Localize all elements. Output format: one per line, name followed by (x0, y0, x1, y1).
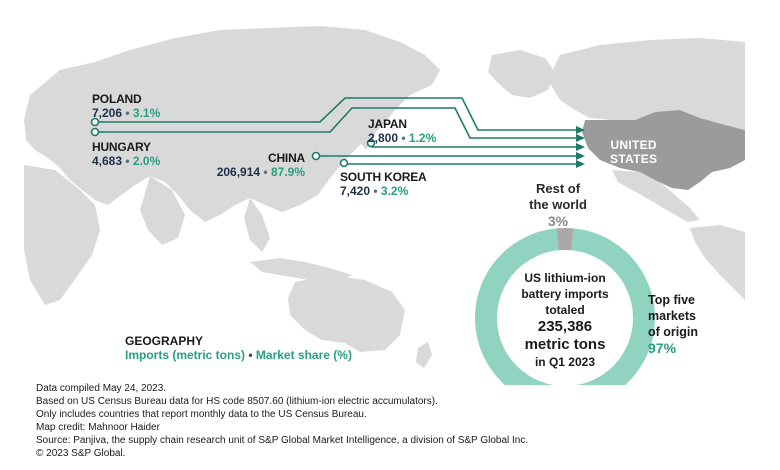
footnote-line: Map credit: Mahnoor Haider (36, 422, 160, 433)
donut-center-text: US lithium-ion battery imports totaled 2… (490, 270, 640, 370)
country-name-south-korea: SOUTH KOREA (340, 170, 427, 184)
imports-hungary: 4,683 (92, 154, 123, 168)
arrow-head-poland (576, 126, 585, 134)
top5-share-value: 97% (648, 340, 677, 356)
footnote-line: Source: Panjiva, the supply chain resear… (36, 435, 529, 446)
separator-hungary: • (125, 154, 130, 168)
flow-line-poland (95, 97, 582, 131)
arrow-head-china (576, 152, 585, 160)
legend: GEOGRAPHY Imports (metric tons) • Market… (125, 334, 352, 362)
imports-poland: 7,206 (92, 106, 123, 120)
footnotes: Data compiled May 24, 2023. Based on US … (36, 382, 736, 460)
top-five-label: Top five markets of origin 97% (648, 292, 728, 356)
center-total-value: 235,386 (537, 318, 593, 335)
flow-line-south-korea (343, 163, 582, 165)
legend-share-label: Market share (%) (255, 348, 352, 362)
center-line3: totaled (545, 303, 585, 317)
world-map: POLAND 7,206 • 3.1% HUNGARY 4,683 • 2.0%… (24, 26, 745, 385)
country-name-hungary: HUNGARY (92, 140, 151, 154)
import-share-donut (475, 228, 655, 385)
south-asia-landmass (140, 176, 185, 245)
arrow-head-hungary (576, 134, 585, 142)
rest-label-line1: Rest of (535, 181, 581, 196)
donut-ring-background (486, 239, 644, 385)
canada-landmass (548, 38, 745, 130)
rest-label-line2: the world (529, 197, 587, 212)
share-south-korea: 3.2% (380, 184, 409, 198)
map-canvas (24, 26, 745, 385)
center-period: in Q1 2023 (534, 355, 596, 369)
separator-japan: • (401, 131, 406, 145)
label-japan: JAPAN 2,800 • 1.2% (368, 117, 436, 145)
share-china: 87.9% (270, 165, 305, 179)
origin-marker-japan (366, 138, 376, 148)
country-name-japan: JAPAN (368, 117, 407, 131)
united-states-label-line2: STATES (610, 152, 658, 166)
eurasia-landmass (24, 26, 440, 222)
origin-marker-hungary (90, 127, 100, 137)
separator-china: • (263, 165, 268, 179)
africa-landmass (24, 165, 100, 305)
land-masses (24, 26, 745, 368)
top5-line1: Top five (648, 293, 695, 307)
rest-share-value: 3% (547, 213, 569, 229)
legend-separator: • (248, 348, 253, 362)
origin-marker-poland (90, 117, 100, 127)
arrow-head-south-korea (576, 160, 585, 168)
label-hungary: HUNGARY 4,683 • 2.0% (92, 140, 160, 168)
central-america-landmass (612, 170, 700, 222)
separator-poland: • (125, 106, 130, 120)
origin-markers (90, 117, 376, 168)
southeast-asia-landmass (244, 198, 270, 252)
share-japan: 1.2% (408, 131, 437, 145)
origin-marker-china (311, 151, 321, 161)
origin-marker-south-korea (339, 158, 349, 168)
arrow-heads (576, 126, 585, 168)
imports-japan: 2,800 (368, 131, 399, 145)
arrow-head-japan (576, 143, 585, 151)
label-china: CHINA 206,914 • 87.9% (214, 151, 306, 179)
rest-of-world-label: Rest of the world 3% (518, 181, 598, 230)
footnote-line: Data compiled May 24, 2023. (36, 383, 167, 394)
legend-title: GEOGRAPHY (125, 334, 204, 348)
footnote-line: Based on US Census Bureau data for HS co… (36, 396, 438, 407)
top5-line2: markets (648, 309, 696, 323)
flow-line-hungary (95, 107, 582, 139)
australia-landmass (288, 275, 405, 352)
donut-slice-top-five (475, 228, 655, 385)
japan-landmass (360, 112, 378, 150)
center-unit: metric tons (524, 336, 606, 353)
footnote-line: © 2023 S&P Global. (36, 448, 126, 459)
footnote-line: Only includes countries that report mont… (36, 409, 367, 420)
country-name-poland: POLAND (92, 92, 142, 106)
united-states-landmass (582, 110, 745, 190)
center-line2: battery imports (521, 287, 609, 301)
label-south-korea: SOUTH KOREA 7,420 • 3.2% (340, 170, 427, 198)
share-poland: 3.1% (132, 106, 161, 120)
south-america-landmass (690, 225, 745, 300)
imports-china: 206,914 (216, 165, 261, 179)
new-zealand-landmass (416, 342, 432, 368)
label-poland: POLAND 7,206 • 3.1% (92, 92, 160, 120)
united-states-label-line1: UNITED (610, 138, 657, 152)
separator-south-korea: • (373, 184, 378, 198)
alaska-landmass (488, 50, 555, 98)
share-hungary: 2.0% (132, 154, 161, 168)
imports-south-korea: 7,420 (340, 184, 371, 198)
top5-line3: of origin (648, 325, 698, 339)
country-name-china: CHINA (268, 151, 305, 165)
center-line1: US lithium-ion (524, 271, 606, 285)
legend-imports-label: Imports (metric tons) (125, 348, 246, 362)
united-states-label: UNITED STATES (610, 138, 657, 166)
